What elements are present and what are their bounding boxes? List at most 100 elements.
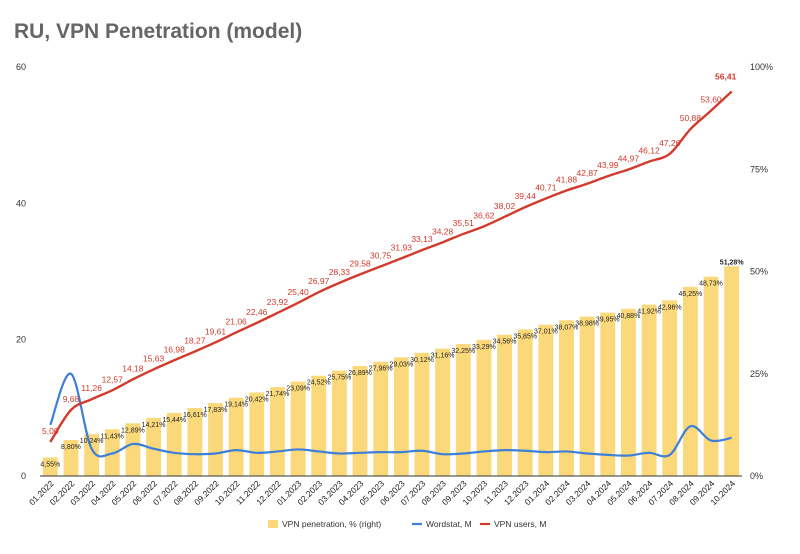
- vpn-users-label: 22,46: [246, 307, 268, 317]
- vpn-users-label: 46,12: [638, 146, 660, 156]
- left-axis-tick-label: 60: [16, 62, 26, 72]
- penetration-bar-label: 35,85%: [513, 333, 537, 340]
- legend-item-label: VPN users, M: [494, 519, 546, 529]
- penetration-bar: [352, 366, 368, 476]
- penetration-bar-label: 40,88%: [617, 313, 641, 320]
- penetration-bar-label: 23,09%: [286, 386, 310, 393]
- line-series: [49, 90, 733, 458]
- vpn-users-label: 36,62: [473, 210, 495, 220]
- penetration-bar: [228, 397, 244, 476]
- vpn-users-label: 41,88: [556, 175, 578, 185]
- vpn-users-label: 31,93: [391, 242, 413, 252]
- vpn-users-label: 50,88: [680, 113, 702, 123]
- penetration-bar-label: 48,73%: [699, 281, 723, 288]
- penetration-bar-label: 14,21%: [142, 422, 166, 429]
- penetration-bar: [517, 329, 533, 476]
- vpn-users-label: 39,44: [515, 191, 537, 201]
- penetration-bar-label: 34,56%: [493, 339, 517, 346]
- vpn-users-label: 15,63: [143, 353, 165, 363]
- right-axis-tick-label: 25%: [750, 369, 768, 379]
- penetration-bar-label: 26,89%: [348, 370, 372, 377]
- penetration-bar: [249, 392, 265, 476]
- penetration-bar-label: 46,25%: [679, 291, 703, 298]
- penetration-bar: [579, 316, 595, 476]
- penetration-bar-label: 27,96%: [369, 366, 393, 373]
- penetration-bar-labels: 4,55% 8,80%10,24%11,43%12,89%14,21%15,44%…: [40, 259, 744, 468]
- chart-title: RU, VPN Penetration (model): [14, 20, 303, 43]
- penetration-bar: [290, 381, 306, 476]
- penetration-bar: [414, 352, 430, 476]
- penetration-bar-label: 4,55%: [40, 461, 60, 468]
- penetration-bar-label: 38,98%: [575, 321, 599, 328]
- vpn-users-label: 30,75: [370, 250, 392, 260]
- penetration-bar-label: 16,61%: [183, 412, 207, 419]
- penetration-bar: [497, 334, 512, 476]
- vpn-users-label: 23,92: [267, 297, 289, 307]
- penetration-bar-label: 8,80%: [61, 444, 81, 451]
- left-axis-tick-label: 0: [21, 471, 26, 481]
- penetration-bar-label: 33,29%: [472, 344, 496, 351]
- penetration-bar-label: 15,44%: [162, 417, 186, 424]
- penetration-bar: [166, 412, 182, 476]
- right-axis-tick-label: 0%: [750, 471, 763, 481]
- left-axis-tick-label: 20: [16, 335, 26, 345]
- vpn-users-label: 33,13: [411, 234, 433, 244]
- vpn-users-label: 18,27: [184, 335, 206, 345]
- left-axis-ticks: 0 20 40 60: [16, 62, 26, 481]
- penetration-bar-label: 42,96%: [658, 304, 682, 311]
- vpn-users-label: 47,26: [659, 138, 681, 148]
- penetration-bar: [42, 457, 58, 476]
- penetration-bar-label: 10,24%: [80, 438, 104, 445]
- penetration-bar: [125, 423, 141, 476]
- penetration-bar: [270, 387, 285, 476]
- vpn-users-label: 11,26: [81, 383, 102, 393]
- vpn-users-label: 26,97: [308, 276, 330, 286]
- vpn-users-label: 56,41: [715, 71, 737, 81]
- penetration-bar-label: 12,89%: [121, 427, 145, 434]
- penetration-bar: [600, 312, 616, 476]
- penetration-bar-label: 17,83%: [204, 407, 228, 414]
- penetration-bar-label: 24,52%: [307, 380, 331, 387]
- vpn-users-label: 35,51: [453, 218, 475, 228]
- penetration-bar-label: 11,43%: [101, 433, 124, 440]
- vpn-users-label: 40,71: [535, 182, 557, 192]
- penetration-bar: [146, 417, 161, 476]
- penetration-bar-label: 41,92%: [637, 309, 661, 316]
- penetration-bar: [393, 357, 409, 476]
- penetration-bar-label: 31,16%: [431, 353, 455, 360]
- vpn-users-label: 9,68: [63, 394, 80, 404]
- penetration-bar: [538, 324, 554, 476]
- vpn-users-label: 5,00: [42, 426, 59, 436]
- penetration-bar: [208, 403, 223, 476]
- penetration-bar: [476, 339, 492, 476]
- vpn-users-label: 25,40: [287, 287, 309, 297]
- right-axis-tick-label: 100%: [750, 62, 773, 72]
- penetration-bar: [311, 375, 327, 476]
- legend-swatch: [268, 520, 278, 528]
- vpn-users-label: 34,28: [432, 226, 454, 236]
- penetration-bar: [641, 304, 657, 476]
- penetration-bar: [662, 300, 678, 476]
- penetration-bar-label: 38,07%: [555, 324, 579, 331]
- penetration-bar-label: 19,14%: [224, 402, 248, 409]
- penetration-bar: [373, 361, 389, 476]
- vpn-users-labels: 5,009,6811,2612,5714,1815,6316,9818,2719…: [42, 71, 737, 435]
- penetration-bar-label: 37,01%: [534, 329, 558, 336]
- penetration-bar: [63, 440, 79, 476]
- vpn-users-label: 43,99: [597, 160, 619, 170]
- vpn-users-line: [49, 90, 733, 443]
- penetration-bar: [187, 408, 203, 476]
- wordstat-line: [49, 372, 732, 458]
- penetration-bar: [703, 276, 719, 476]
- vpn-users-label: 29,58: [349, 258, 371, 268]
- penetration-bar-label: 51,28%: [720, 259, 745, 266]
- penetration-bar-label: 30,12%: [410, 357, 434, 364]
- right-axis-tick-label: 50%: [750, 267, 768, 277]
- vpn-users-label: 28,33: [329, 267, 351, 277]
- penetration-bar: [331, 370, 347, 476]
- penetration-bar-label: 21,74%: [266, 391, 290, 398]
- vpn-users-label: 19,61: [205, 326, 227, 336]
- penetration-bar-label: 32,25%: [451, 348, 475, 355]
- vpn-users-label: 14,18: [122, 363, 144, 373]
- legend: VPN penetration, % (right) Wordstat, M VPN…: [268, 519, 546, 529]
